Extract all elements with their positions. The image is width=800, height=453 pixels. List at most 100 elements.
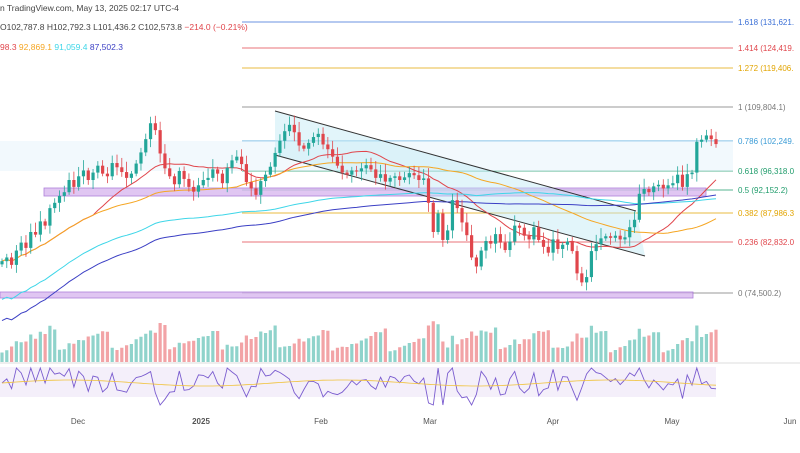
candle-body — [422, 178, 426, 181]
volume-bar — [575, 333, 579, 362]
channel-bottom — [274, 154, 646, 257]
published-line: n TradingView.com, May 13, 2025 02:17 UT… — [0, 3, 179, 13]
volume-bar — [594, 332, 598, 362]
volume-bar — [561, 348, 565, 362]
volume-bar — [48, 325, 52, 362]
candle-body — [163, 153, 167, 169]
candle-body — [546, 246, 550, 253]
candle-body — [57, 195, 62, 203]
volume-bar — [537, 331, 541, 362]
volume-bar — [484, 331, 488, 362]
volume-bar — [57, 349, 62, 362]
volume-bar — [316, 335, 320, 362]
candle-body — [33, 231, 38, 235]
volume-bar — [254, 337, 258, 362]
volume-bar — [96, 333, 100, 362]
ma-line-100 — [1, 192, 717, 300]
volume-bar — [326, 330, 330, 362]
ma-value-4: 87,502.3 — [89, 42, 123, 52]
volume-bar — [580, 337, 584, 362]
candle-body — [5, 257, 9, 262]
volume-bar — [407, 343, 411, 362]
volume-bar — [72, 343, 76, 362]
volume-bar — [599, 331, 603, 362]
volume-bar — [259, 331, 263, 362]
candle-body — [235, 156, 239, 161]
volume-bar — [263, 333, 268, 362]
x-tick-may: May — [664, 417, 679, 426]
candle-body — [196, 185, 201, 192]
candle-body — [709, 135, 713, 140]
candle-body — [148, 123, 153, 140]
fib-label-0: 0 (74,500.2) — [738, 289, 781, 298]
oscillator-pane — [0, 362, 800, 406]
volume-bar — [608, 352, 613, 362]
descending-channel — [274, 110, 646, 257]
volume-bar — [148, 330, 153, 362]
volume-bar — [292, 343, 296, 362]
candle-body — [115, 163, 119, 168]
ohlc-change: −214.0 (−0.21%) — [184, 22, 248, 32]
volume-bar — [331, 350, 335, 362]
volume-bar — [24, 341, 28, 362]
candle-body — [144, 139, 148, 153]
volume-bar — [402, 345, 407, 362]
candle-body — [714, 139, 718, 145]
candle-body — [14, 250, 18, 265]
volume-bar — [182, 343, 186, 362]
candle-body — [254, 188, 258, 195]
volume-bar — [470, 331, 474, 362]
channel-top — [274, 110, 637, 212]
candle-body — [388, 177, 392, 182]
candle-body — [455, 200, 459, 209]
candle-body — [565, 241, 570, 245]
candle-body — [378, 174, 383, 178]
candle-body — [340, 165, 344, 173]
volume-bar — [680, 340, 685, 362]
candle-body — [474, 257, 479, 267]
volume-bar — [623, 346, 627, 362]
candle-body — [297, 132, 301, 146]
volume-bar — [546, 330, 550, 362]
candle-body — [316, 133, 320, 138]
volume-bar — [196, 338, 201, 362]
volume-bar — [278, 347, 282, 362]
candle-body — [431, 202, 435, 232]
volume-bar — [53, 329, 57, 362]
volume-bar — [67, 343, 71, 362]
candle-body — [700, 139, 704, 142]
volume-bar — [268, 330, 272, 362]
ohlc-open: O102,787.8 — [0, 22, 45, 32]
ohlc-low: L101,436.2 — [93, 22, 136, 32]
volume-bar — [393, 350, 397, 362]
candle-body — [129, 173, 133, 178]
candle-body — [120, 167, 124, 173]
candle-body — [192, 186, 196, 192]
candle-body — [216, 169, 220, 174]
volume-bar — [709, 332, 713, 362]
candle-body — [503, 242, 507, 251]
volume-bar — [417, 338, 421, 362]
volume-bar — [216, 331, 220, 362]
candle-body — [201, 180, 205, 186]
volume-bar — [498, 349, 502, 362]
fib-label-0.618: 0.618 (96,318.0 — [738, 167, 795, 176]
volume-bar — [350, 344, 354, 362]
volume-bar — [139, 336, 143, 362]
candle-body — [652, 186, 656, 193]
candle-body — [177, 170, 181, 185]
zone-lower — [0, 291, 694, 299]
candle-body — [307, 142, 311, 149]
volume-bar — [283, 346, 287, 362]
volume-bar — [311, 336, 316, 362]
candle-body — [225, 167, 229, 184]
ma-line-50 — [1, 161, 717, 262]
ohlc-line: O102,787.8 H102,792.3 L101,436.2 C102,57… — [0, 22, 248, 32]
fib-label-0.382: 0.382 (87,986.3 — [738, 209, 795, 218]
volume-bar — [101, 331, 105, 362]
volume-bar — [436, 324, 440, 362]
candle-body — [0, 261, 4, 265]
candle-body — [647, 189, 651, 193]
volume-bar — [355, 343, 359, 362]
